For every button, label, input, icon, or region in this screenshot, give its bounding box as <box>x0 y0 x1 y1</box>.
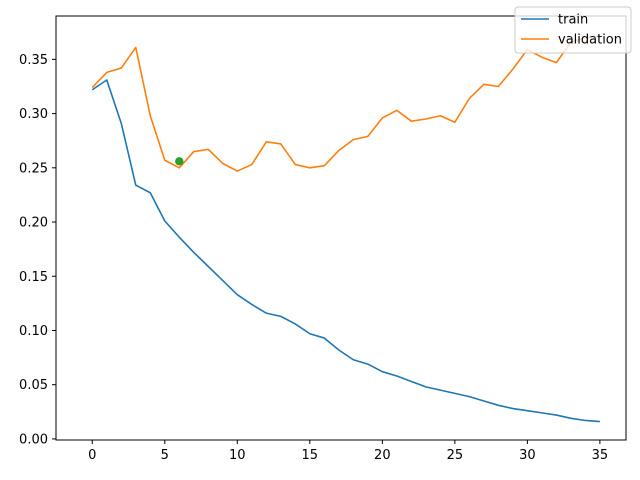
y-tick-label: 0.25 <box>19 161 48 176</box>
plot-frame <box>55 15 627 441</box>
x-tick-label: 35 <box>592 448 609 463</box>
x-tick-label: 30 <box>519 448 536 463</box>
x-tick-label: 15 <box>302 448 319 463</box>
y-tick-label: 0.10 <box>19 324 48 339</box>
series-line-train <box>91 79 600 423</box>
y-tick-label: 0.30 <box>19 107 48 122</box>
plot-area <box>91 34 601 423</box>
y-tick-label: 0.00 <box>19 432 48 447</box>
y-tick-label: 0.05 <box>19 378 48 393</box>
axes: 0 5 10 15 20 25 30 35 0.00 0.05 0.10 0.15 0.20 0.25 0.… <box>19 53 608 463</box>
x-tick-label: 5 <box>161 448 169 463</box>
legend: train validation <box>514 6 632 54</box>
x-tick-label: 25 <box>447 448 464 463</box>
y-tick-label: 0.35 <box>19 53 48 68</box>
x-tick-label: 20 <box>374 448 391 463</box>
series-line-validation <box>91 34 601 172</box>
highlight-point <box>175 157 184 166</box>
y-tick-label: 0.15 <box>19 270 48 285</box>
legend-label-train: train <box>558 13 588 28</box>
legend-label-validation: validation <box>558 33 622 48</box>
y-tick-label: 0.20 <box>19 216 48 231</box>
x-tick-label: 0 <box>88 448 96 463</box>
x-tick-label: 10 <box>229 448 246 463</box>
